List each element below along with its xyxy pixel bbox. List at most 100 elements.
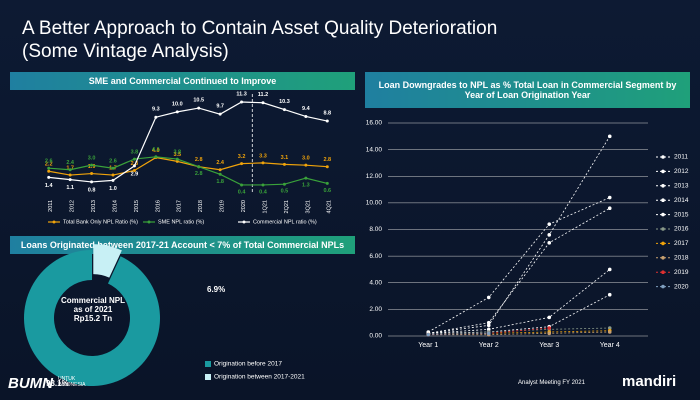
data-label: 9.4	[302, 106, 311, 112]
point	[486, 295, 491, 300]
data-label: 4.1	[152, 147, 160, 153]
point	[240, 183, 244, 187]
legend-marker	[661, 255, 665, 260]
point	[197, 106, 201, 110]
point	[486, 327, 491, 332]
data-label: 3.0	[88, 156, 96, 162]
data-label: 1.9	[88, 164, 96, 170]
legend-marker	[661, 169, 665, 174]
data-label: 1.0	[109, 186, 117, 192]
series-line	[48, 101, 328, 183]
x-tick-label: 2019	[220, 200, 226, 212]
data-label: 8.8	[323, 110, 331, 116]
data-label: 10.0	[172, 101, 183, 107]
x-tick-label: 3Q21	[305, 200, 311, 213]
point	[607, 326, 612, 330]
point	[261, 161, 265, 165]
point	[547, 241, 552, 245]
x-tick-label: 2020	[241, 200, 247, 212]
point	[607, 206, 612, 210]
data-label: 10.5	[193, 98, 204, 104]
data-label: 2.2	[45, 162, 53, 168]
slide-title: A Better Approach to Contain Asset Quali…	[22, 18, 498, 39]
legend-label: 2013	[674, 183, 689, 190]
point	[282, 162, 286, 166]
legend-marker	[661, 212, 665, 217]
event: Analyst Meeting FY 2021	[518, 380, 585, 386]
data-label: 2.4	[216, 160, 225, 166]
data-label: 2.9	[131, 171, 139, 177]
slice-label: 93.1%	[46, 379, 69, 388]
point	[547, 331, 552, 336]
legend-label: Origination before 2017	[214, 361, 282, 368]
x-tick-label: 2011	[48, 200, 54, 212]
point	[47, 169, 51, 173]
legend-marker	[661, 227, 665, 231]
legend-label: 2016	[674, 226, 689, 233]
x-tick-label: Year 1	[418, 342, 438, 349]
legend-marker	[661, 284, 665, 289]
series-line	[428, 294, 610, 334]
point	[132, 164, 136, 168]
data-label: 0.5	[281, 189, 289, 195]
point	[547, 222, 552, 226]
series-line	[48, 156, 328, 186]
donut-slice	[24, 250, 161, 386]
data-label: 2.8	[195, 157, 203, 163]
legend-label: 2018	[674, 255, 689, 262]
donut-center-label: Commercial NPL as of 2021	[60, 296, 126, 314]
series-line	[428, 197, 610, 333]
x-tick-label: 2012	[70, 200, 76, 212]
data-label: 2.4	[66, 160, 75, 166]
point	[111, 178, 115, 182]
legend-label: Origination between 2017-2021	[214, 374, 305, 381]
x-tick-label: 2013	[91, 200, 97, 212]
point	[218, 172, 222, 176]
point	[68, 178, 72, 182]
logo: mandiri	[622, 373, 677, 390]
point	[426, 332, 431, 337]
data-label: 3.5	[173, 152, 181, 158]
point	[282, 108, 286, 112]
donut-center: Commercial NPL as of 2021 Rp15.2 Tn	[57, 296, 129, 323]
y-tick-label: 4.00	[369, 279, 382, 286]
data-label: 3.0	[302, 156, 310, 162]
legend-label: 2011	[674, 154, 688, 161]
point	[90, 163, 94, 167]
point	[47, 166, 51, 170]
x-tick-label: 1Q21	[262, 200, 268, 213]
slide-subtitle: (Some Vintage Analysis)	[22, 41, 229, 62]
point	[132, 157, 136, 161]
series-line	[48, 156, 328, 176]
legend-marker	[661, 198, 665, 202]
point	[282, 182, 286, 186]
data-label: 3.2	[238, 154, 246, 160]
point	[175, 157, 179, 161]
point	[90, 172, 94, 176]
point	[240, 100, 244, 104]
brand: BUMN	[8, 375, 53, 392]
y-tick-label: 14.00	[366, 146, 383, 153]
series-line	[428, 269, 610, 334]
data-label: 2.6	[109, 159, 117, 165]
legend-label: Total Bank Only NPL Ratio (%)	[63, 219, 138, 225]
point	[68, 168, 72, 172]
y-tick-label: 8.00	[369, 226, 382, 233]
data-label: 0.4	[259, 189, 268, 195]
point	[325, 165, 329, 169]
x-tick-label: 2018	[198, 200, 204, 212]
x-tick-label: Year 2	[479, 342, 499, 349]
data-label: 11.3	[236, 91, 246, 97]
data-label: 3.1	[281, 155, 289, 161]
y-tick-label: 0.00	[369, 333, 382, 340]
slice-label: 6.9%	[207, 285, 225, 294]
point	[240, 162, 244, 166]
legend-label: 2012	[674, 168, 689, 175]
point	[607, 292, 612, 297]
point	[261, 101, 265, 105]
data-label: 3.3	[259, 153, 267, 159]
legend-label: Commercial NPL ratio (%)	[253, 219, 317, 225]
data-label: 3.8	[131, 150, 139, 156]
legend-label: 2017	[674, 240, 689, 247]
